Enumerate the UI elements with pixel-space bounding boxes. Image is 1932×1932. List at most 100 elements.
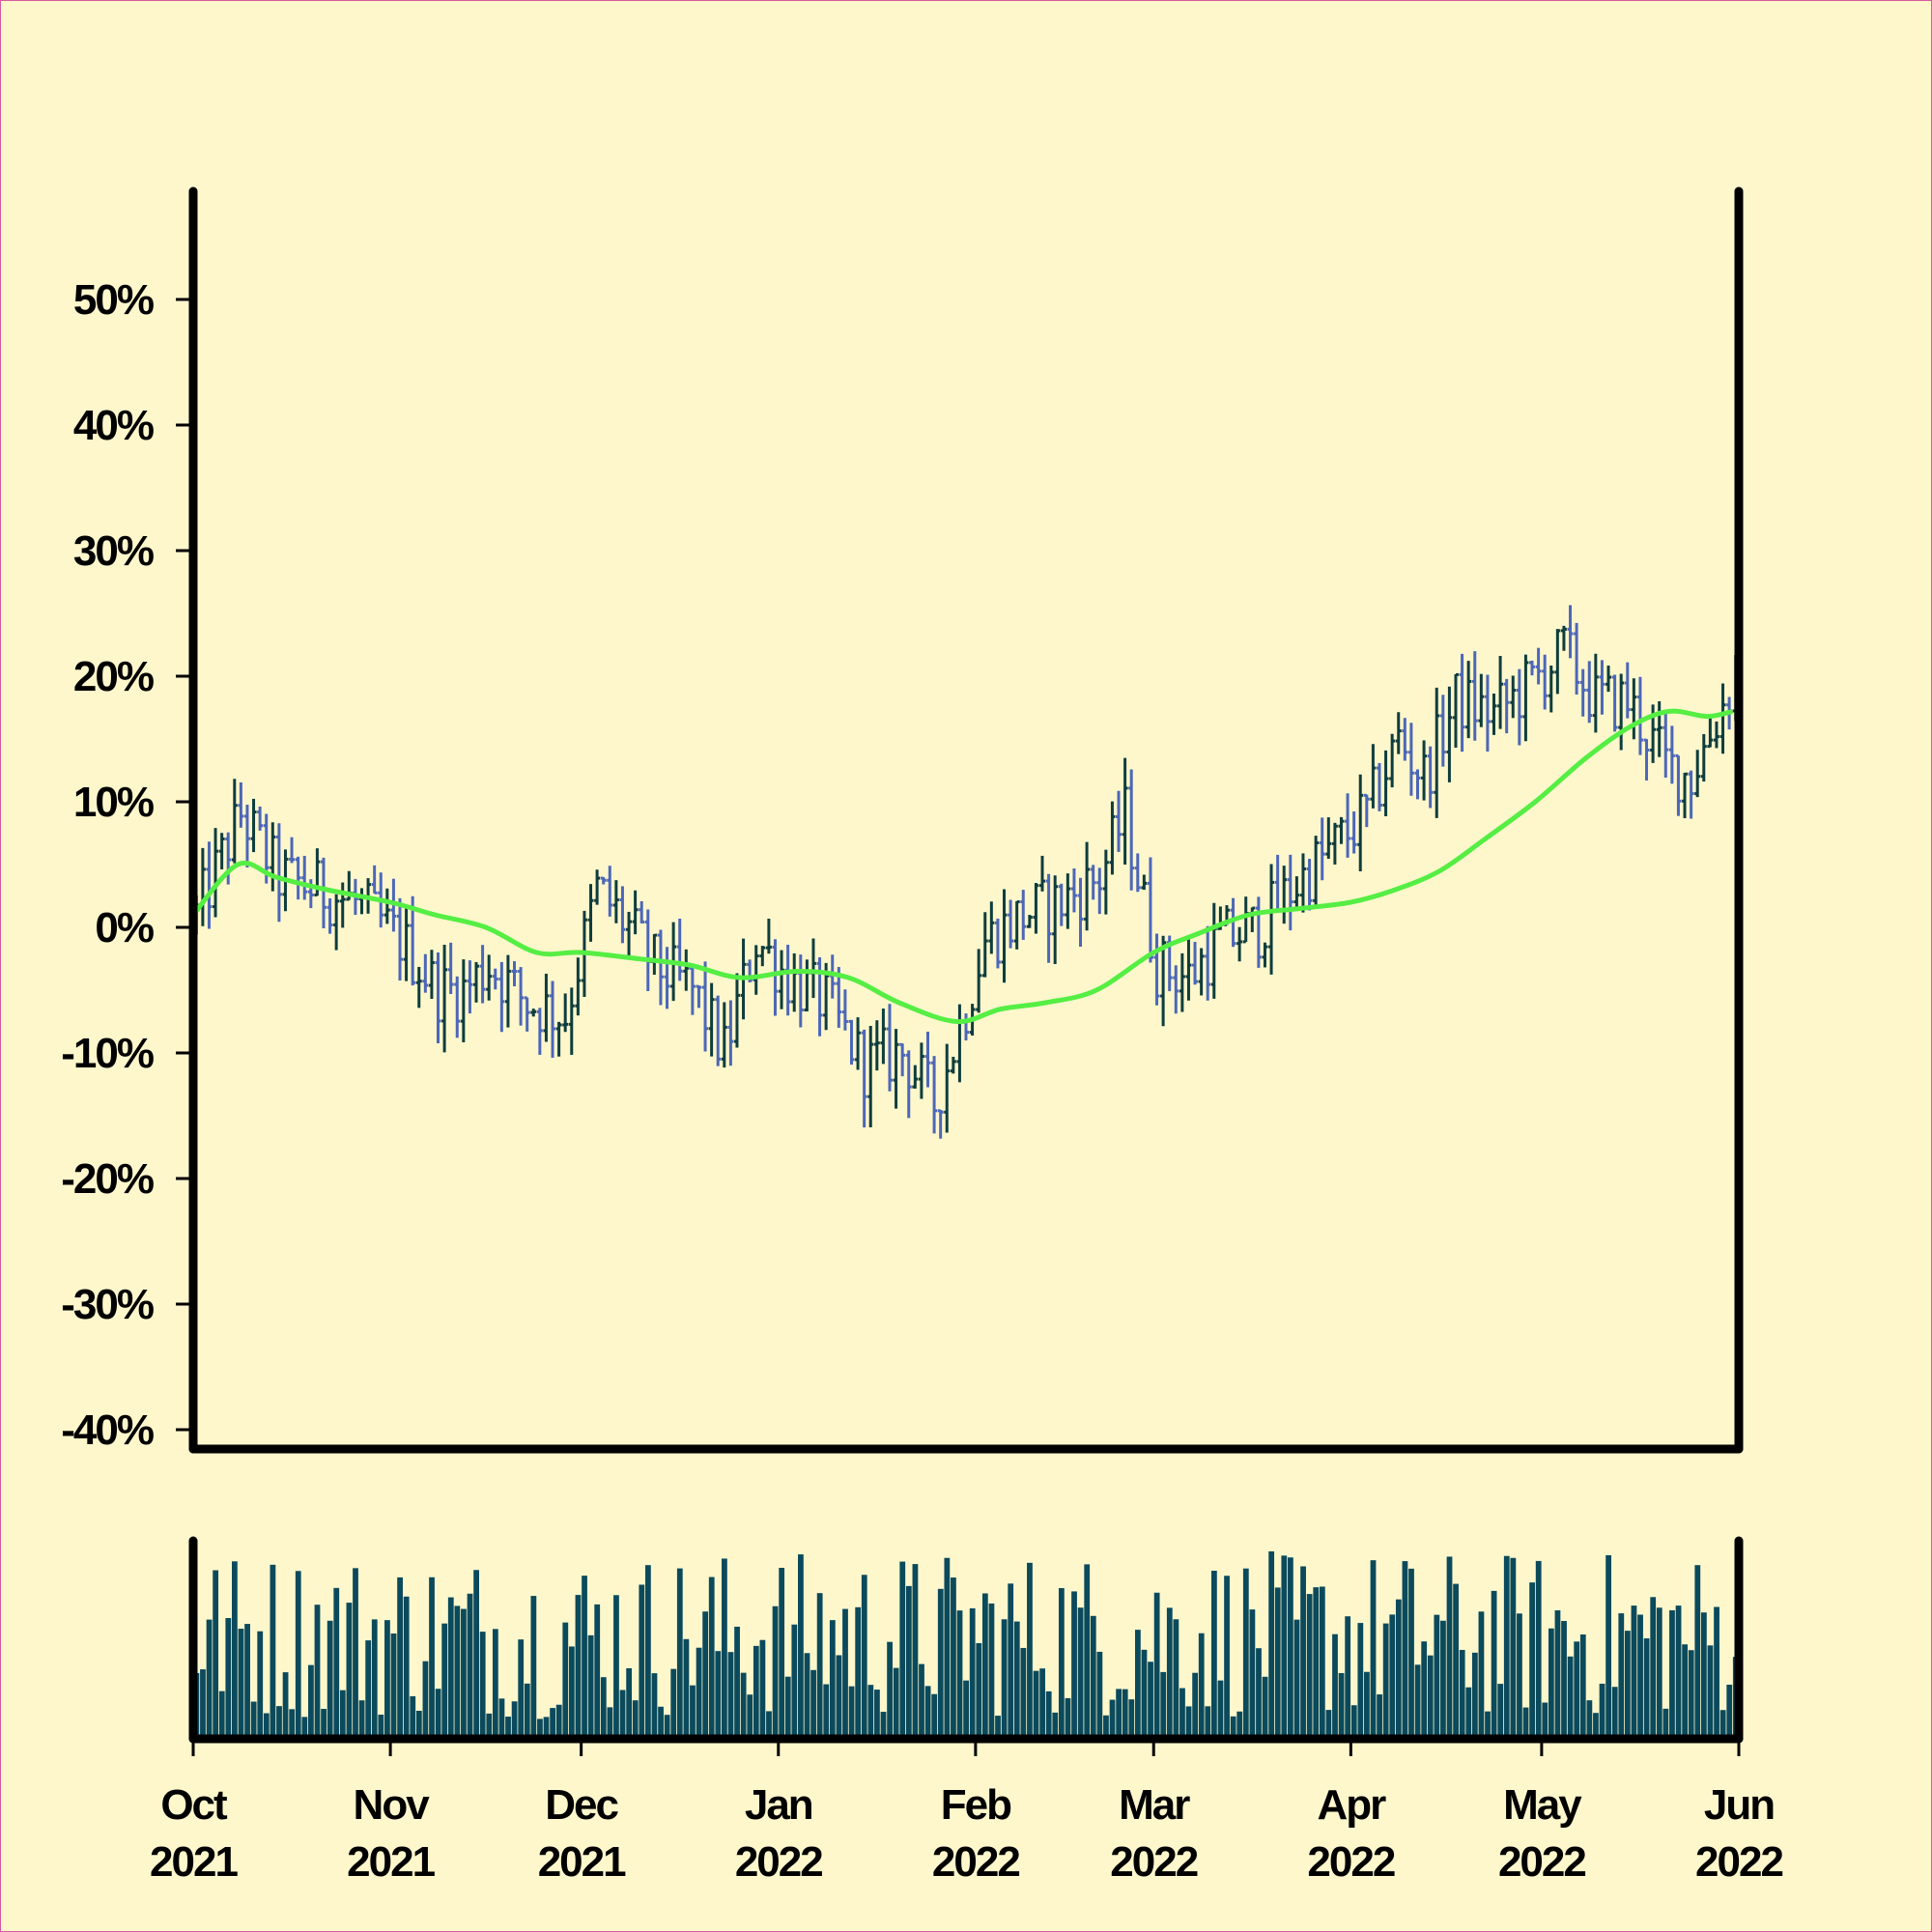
ohlc-bar [1605,665,1612,693]
ohlc-bar [765,919,772,954]
volume-bar [454,1605,461,1739]
volume-bar [1027,1562,1033,1739]
volume-bar [816,1593,823,1739]
ohlc-bar [944,1043,951,1133]
volume-bar [1714,1606,1719,1739]
ohlc-bar [816,957,823,1037]
ohlc-bar [410,895,416,986]
volume-bar [1535,1560,1542,1739]
ohlc-bar [1471,651,1478,741]
volume-bar [708,1577,715,1739]
volume-bar [784,1676,791,1739]
ohlc-bar [1255,896,1262,968]
volume-bar [575,1595,582,1739]
volume-bar [1166,1607,1173,1739]
ohlc-bar [492,968,498,990]
ohlc-bar [956,1004,963,1083]
ohlc-bar [530,1009,537,1017]
ohlc-bar [1268,864,1275,975]
volume-bar [244,1624,250,1739]
ohlc-bar [1636,676,1643,755]
volume-bar [213,1570,219,1739]
ohlc-bar [403,907,410,981]
ohlc-bar [1008,899,1014,949]
ohlc-bar [504,954,511,1028]
ohlc-bar [1668,725,1675,784]
volume-bar [639,1584,645,1739]
ohlc-bar [1376,762,1382,811]
ohlc-bar [893,1029,899,1109]
ohlc-bar [1338,816,1345,844]
x-tick-label-month: May [1503,1781,1582,1829]
ohlc-bar [1026,915,1033,928]
y-tick-label: -40% [61,1406,154,1454]
volume-bar [1039,1668,1046,1739]
ohlc-bar [270,822,276,892]
ohlc-bar [1382,750,1389,816]
volume-bar [289,1709,296,1739]
ohlc-bar [1077,877,1084,948]
ohlc-bar [1160,935,1167,1027]
volume-bar [1542,1702,1548,1739]
volume-bar [435,1689,441,1739]
volume-bar [1510,1557,1517,1739]
volume-bar [855,1606,862,1739]
volume-bar [1332,1634,1338,1739]
volume-bar [524,1683,530,1739]
ohlc-bar [963,1013,969,1041]
volume-bar [397,1577,403,1739]
volume-bar [676,1568,683,1739]
volume-bar [403,1596,410,1739]
volume-bar [995,1716,1001,1739]
volume-bar [632,1700,639,1739]
ohlc-bar [791,953,798,1012]
ohlc-bar [1102,849,1109,915]
volume-bar [607,1707,613,1739]
ohlc-bar [518,967,525,1026]
ohlc-bar [454,976,461,1038]
volume-bar [823,1684,830,1739]
ohlc-bar [1510,675,1517,719]
ohlc-bar [994,918,1001,969]
volume-bar [969,1607,976,1739]
volume-bar [937,1588,944,1739]
volume-bar [1599,1683,1605,1739]
volume-bar [295,1571,301,1739]
ohlc-bar [1459,653,1465,753]
ohlc-bar [1173,965,1179,1014]
ohlc-bar [1662,711,1669,779]
ohlc-bar [1141,874,1148,891]
volume-bar [912,1564,919,1739]
volume-bar [1293,1619,1300,1739]
volume-bar [1096,1651,1103,1739]
ohlc-bar [1230,897,1236,948]
y-axis-ticks: -40% -30% -20% -10% 0% 10% 20% 30% 40% 50% [61,276,193,1454]
x-tick-label-month: Feb [941,1781,1011,1829]
ohlc-bar [651,933,658,976]
ohlc-bar [612,880,619,923]
ohlc-bar [619,886,626,944]
volume-bar [537,1719,543,1739]
ohlc-bar [976,949,982,1013]
ohlc-bar [1122,757,1128,866]
ohlc-bar [206,841,213,929]
ohlc-bar [1586,661,1593,724]
ohlc-bar [1052,875,1059,964]
volume-bar [415,1710,422,1739]
ohlc-bar [632,890,639,935]
ohlc-bar [1205,925,1211,1001]
volume-bar [225,1617,232,1739]
ohlc-bar [1058,883,1065,926]
ohlc-bar [1542,654,1548,710]
volume-bar [1554,1610,1561,1739]
volume-bar [1719,1710,1726,1739]
x-tick-label-year: 2022 [1110,1838,1197,1886]
ohlc-bar [1599,660,1605,715]
y-tick-label: 50% [73,276,154,324]
ohlc-bar [396,897,403,981]
volume-bar [314,1605,321,1739]
volume-bar [1230,1716,1236,1739]
volume-bar [626,1667,633,1739]
volume-bar [1491,1590,1497,1739]
volume-bar [270,1564,276,1739]
